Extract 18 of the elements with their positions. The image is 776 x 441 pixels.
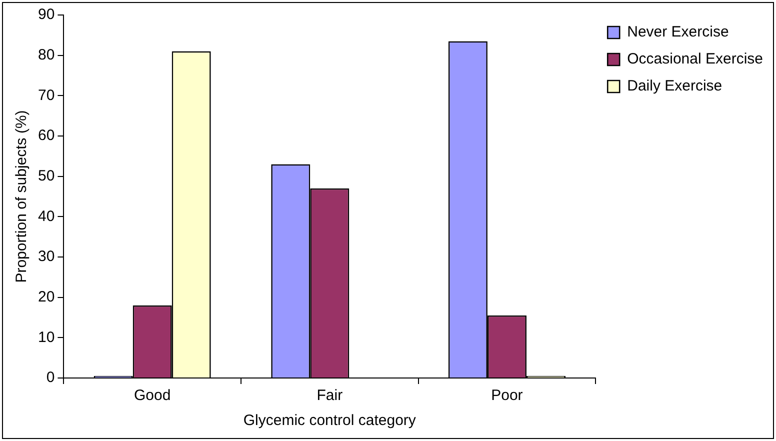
x-axis-title: Glycemic control category (243, 412, 416, 430)
x-tick-label: Poor (491, 387, 523, 404)
y-tick-label: 10 (38, 328, 55, 346)
y-tick-label: 20 (38, 288, 55, 306)
x-tick-label: Fair (316, 387, 343, 404)
y-tick-label: 50 (38, 167, 55, 184)
y-axis-title: Proportion of subjects (%) (13, 110, 30, 283)
legend-label: Never Exercise (627, 24, 729, 41)
y-tick-label: 70 (38, 86, 55, 104)
y-tick-label: 30 (38, 248, 55, 266)
x-tick-label: Good (134, 387, 171, 404)
legend-label: Occasional Exercise (627, 50, 764, 68)
y-tick-label: 60 (38, 127, 55, 144)
legend-label: Daily Exercise (627, 78, 722, 95)
y-tick-label: 90 (38, 6, 55, 24)
y-tick-label: 40 (38, 208, 55, 225)
y-tick-label: 80 (38, 46, 55, 64)
y-tick-label: 0 (46, 369, 55, 386)
